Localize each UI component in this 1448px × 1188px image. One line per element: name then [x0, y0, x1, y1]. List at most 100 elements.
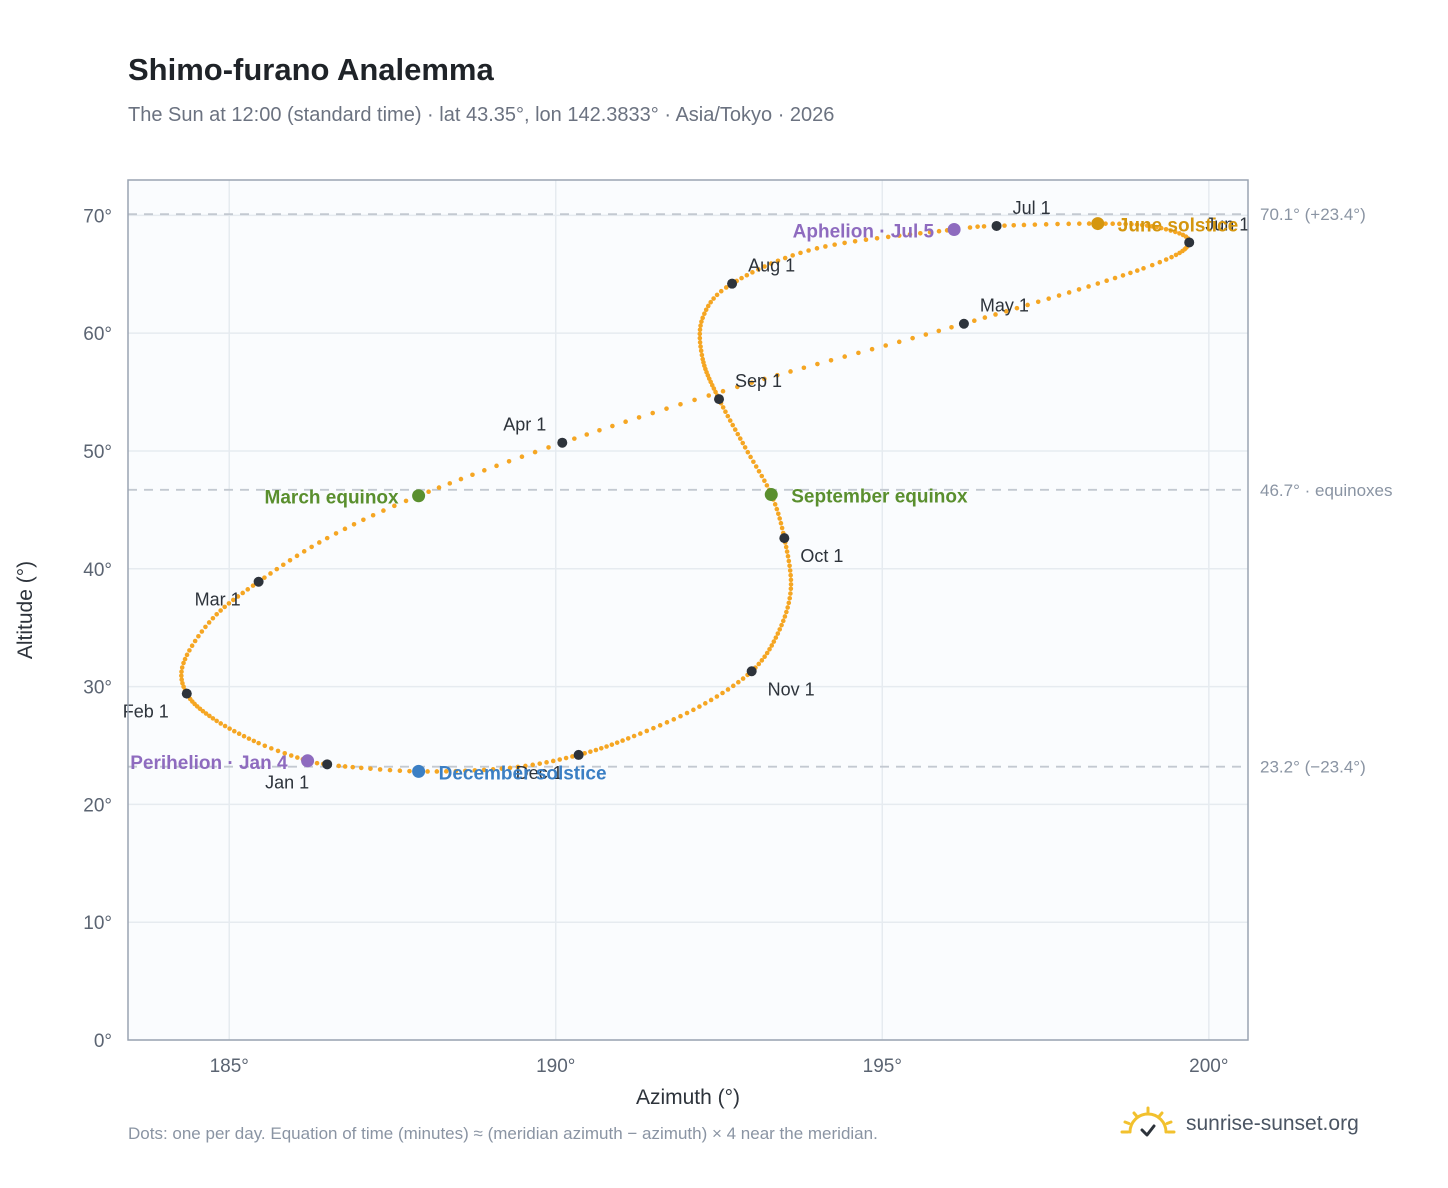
daily-sun-dot: [703, 307, 709, 313]
daily-sun-dot: [788, 582, 794, 587]
daily-sun-dot: [1011, 223, 1017, 228]
daily-sun-dot: [1144, 223, 1150, 228]
daily-sun-dot: [732, 427, 738, 432]
daily-sun-dot: [301, 549, 307, 554]
daily-sun-dot: [241, 733, 247, 739]
daily-sun-dot: [218, 608, 223, 613]
month-marker-dot: [322, 759, 333, 770]
daily-sun-dot: [179, 677, 184, 682]
daily-sun-dot: [664, 406, 669, 411]
daily-sun-dot: [515, 764, 521, 770]
daily-sun-dot: [1139, 222, 1145, 228]
daily-sun-dot: [274, 566, 280, 572]
daily-sun-dot: [776, 511, 781, 517]
daily-sun-dot: [774, 506, 780, 512]
daily-sun-dot: [725, 687, 731, 692]
daily-sun-dot: [742, 445, 748, 450]
daily-sun-dot: [256, 740, 261, 746]
daily-sun-dot: [584, 432, 590, 437]
daily-sun-dot: [499, 766, 505, 771]
daily-sun-dot: [184, 652, 190, 658]
daily-sun-dot: [1076, 287, 1082, 292]
daily-sun-dot: [885, 234, 891, 240]
daily-sun-dot: [678, 713, 683, 719]
event-marker-dot: [764, 488, 778, 502]
daily-sun-dot: [777, 516, 782, 521]
daily-sun-dot: [788, 577, 794, 583]
daily-sun-dot: [1003, 309, 1009, 314]
daily-sun-dot: [436, 485, 442, 490]
month-marker-dot: [181, 688, 192, 699]
daily-sun-dot: [523, 763, 528, 769]
daily-sun-dot: [1021, 222, 1027, 228]
daily-sun-dot: [782, 255, 788, 261]
daily-sun-dot: [232, 728, 237, 734]
daily-sun-dot: [180, 680, 185, 686]
daily-sun-dot: [788, 591, 793, 596]
daily-sun-dot: [425, 769, 430, 774]
daily-sun-dot: [767, 646, 772, 652]
daily-sun-dot: [392, 503, 397, 509]
daily-sun-dot: [727, 418, 733, 423]
y-tick-label: 70°: [83, 206, 112, 227]
daily-sun-dot: [651, 725, 656, 731]
daily-sun-dot: [702, 311, 707, 317]
daily-sun-dot: [1095, 281, 1101, 286]
month-marker-label: Aug 1: [748, 256, 795, 276]
y-tick-label: 10°: [83, 913, 112, 934]
daily-sun-dot: [644, 728, 650, 734]
brand-name: sunrise-sunset.org: [1186, 1112, 1359, 1135]
event-marker-dot: [301, 754, 315, 768]
daily-sun-dot: [883, 343, 889, 348]
daily-sun-dot: [407, 768, 412, 774]
daily-sun-dot: [787, 595, 793, 601]
event-marker-label: March equinox: [265, 488, 400, 509]
daily-sun-dot: [750, 270, 755, 275]
daily-sun-dot: [544, 760, 549, 765]
daily-sun-dot: [749, 380, 754, 385]
daily-sun-dot: [377, 767, 383, 772]
daily-sun-dot: [189, 643, 195, 649]
daily-sun-dot: [949, 325, 954, 330]
daily-sun-dot: [638, 731, 643, 736]
daily-sun-dot: [481, 767, 487, 773]
daily-sun-dot: [294, 553, 300, 559]
daily-sun-dot: [494, 463, 499, 469]
daily-sun-dot: [387, 767, 393, 773]
daily-sun-dot: [779, 525, 785, 531]
daily-sun-dot: [772, 502, 778, 507]
brand-logo[interactable]: sunrise-sunset.org: [1120, 1104, 1359, 1144]
daily-sun-dot: [443, 769, 449, 774]
daily-sun-dot: [351, 522, 357, 527]
daily-sun-dot: [798, 250, 803, 256]
daily-sun-dot: [823, 244, 828, 249]
month-marker-dot: [714, 394, 725, 405]
daily-sun-dot: [1168, 228, 1174, 233]
daily-sun-dot: [748, 454, 753, 460]
daily-sun-dot: [570, 754, 575, 759]
daily-sun-dot: [1163, 257, 1169, 262]
daily-sun-dot: [664, 720, 670, 725]
event-marker-label: Aphelion · Jul 5: [793, 221, 935, 242]
daily-sun-dot: [784, 609, 789, 615]
daily-sun-dot: [691, 707, 696, 713]
daily-sun-dot: [745, 449, 751, 455]
daily-sun-dot: [593, 747, 599, 753]
month-marker-dot: [779, 533, 790, 544]
daily-sun-dot: [342, 526, 348, 532]
daily-sun-dot: [806, 248, 811, 253]
daily-sun-dot: [708, 697, 714, 703]
daily-sun-dot: [699, 319, 704, 324]
daily-sun-dot: [975, 224, 980, 229]
y-tick-label: 60°: [83, 324, 112, 345]
daily-sun-dot: [730, 422, 736, 428]
daily-sun-dot: [203, 711, 209, 716]
daily-sun-dot: [222, 723, 228, 729]
daily-sun-dot: [756, 661, 762, 667]
daily-sun-dot: [657, 723, 663, 728]
daily-sun-dot: [981, 224, 987, 229]
daily-sun-dot: [1163, 226, 1169, 232]
daily-sun-dot: [434, 769, 440, 774]
daily-sun-dot: [472, 768, 478, 773]
month-marker-label: May 1: [980, 296, 1029, 316]
